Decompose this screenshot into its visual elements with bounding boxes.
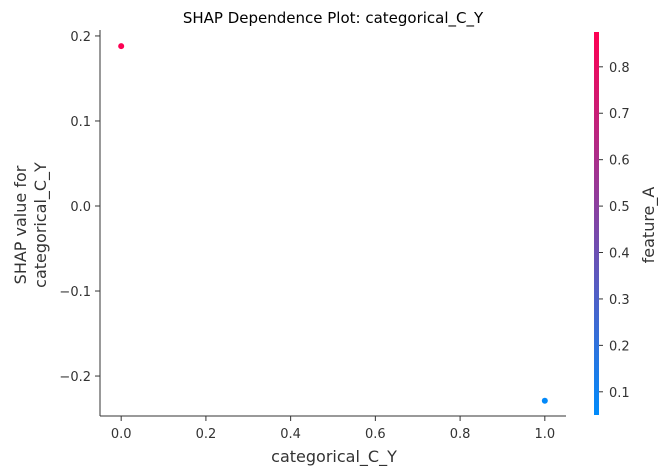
x-tick-label: 0.2 [196, 427, 217, 442]
colorbar-ticks: 0.1 0.2 0.3 0.4 0.5 0.6 0.7 0.8 [599, 61, 630, 401]
x-tick-label: 0.6 [365, 427, 386, 442]
y-tick-label: 0.2 [70, 30, 91, 45]
x-tick-label: 0.4 [280, 427, 301, 442]
x-tick-label: 1.0 [534, 427, 555, 442]
colorbar-tick-label: 0.7 [609, 107, 630, 122]
plot-area: 0.0 0.2 0.4 0.6 0.8 1.0 0.2 0.1 0.0 −0.1 −0.2 [59, 30, 566, 442]
x-ticks: 0.0 0.2 0.4 0.6 0.8 1.0 [111, 416, 555, 442]
colorbar-gradient [594, 32, 599, 415]
colorbar-tick-label: 0.4 [609, 247, 630, 262]
colorbar-label: feature_A [639, 187, 659, 264]
colorbar: 0.1 0.2 0.3 0.4 0.5 0.6 0.7 0.8 feature_A [594, 32, 659, 415]
y-axis-label: SHAP value for categorical_C_Y [11, 162, 51, 288]
chart-title: SHAP Dependence Plot: categorical_C_Y [183, 9, 484, 28]
y-tick-label: 0.1 [70, 115, 91, 130]
y-tick-label: −0.1 [59, 285, 91, 300]
y-axis-label-line-2: categorical_C_Y [31, 162, 51, 288]
y-axis-label-line-1: SHAP value for [11, 165, 30, 284]
data-point [118, 43, 125, 50]
data-point [541, 397, 548, 404]
x-axis-label: categorical_C_Y [271, 447, 397, 467]
colorbar-tick-label: 0.3 [609, 293, 630, 308]
y-ticks: 0.2 0.1 0.0 −0.1 −0.2 [59, 30, 100, 385]
x-tick-label: 0.0 [111, 427, 132, 442]
y-tick-label: 0.0 [70, 200, 91, 215]
points [118, 43, 548, 404]
colorbar-tick-label: 0.8 [609, 61, 630, 76]
colorbar-tick-label: 0.5 [609, 200, 630, 215]
colorbar-tick-label: 0.1 [609, 386, 630, 401]
colorbar-tick-label: 0.6 [609, 154, 630, 169]
y-tick-label: −0.2 [59, 370, 91, 385]
colorbar-tick-label: 0.2 [609, 339, 630, 354]
x-tick-label: 0.8 [450, 427, 471, 442]
